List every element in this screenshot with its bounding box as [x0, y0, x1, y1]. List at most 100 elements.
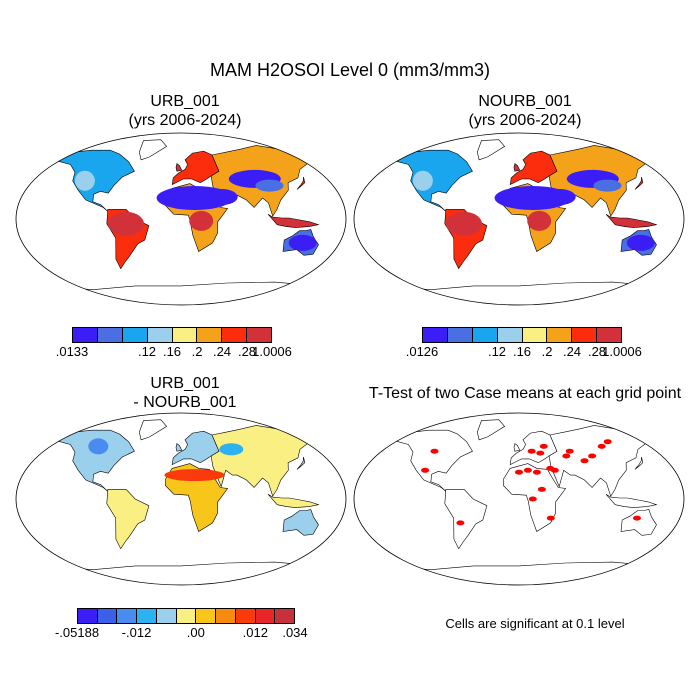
- land-au: [282, 509, 319, 536]
- land-eu: [171, 150, 220, 186]
- land-sa: [106, 489, 150, 550]
- land-uk: [513, 443, 521, 452]
- na-west-region: [74, 170, 95, 191]
- colorbar-urb-swatches: [72, 327, 272, 343]
- land-an: [43, 281, 319, 305]
- colorbar-swatch: [176, 609, 197, 623]
- congo-wet-region: [527, 210, 552, 231]
- land-as: [548, 425, 651, 497]
- gobi-dry-region: [255, 179, 284, 192]
- colorbar-nourb-swatches: [422, 327, 622, 343]
- land-uk: [175, 443, 183, 452]
- colorbar-tick-label: 1.0006: [602, 344, 642, 359]
- significant-cell: [430, 448, 439, 454]
- colorbar-swatch: [97, 328, 123, 342]
- significant-cell: [603, 439, 612, 445]
- significant-cell: [597, 443, 606, 449]
- map-border: [15, 132, 347, 306]
- colorbar-tick-label: .28: [587, 344, 607, 359]
- colorbar-swatch: [122, 328, 148, 342]
- colorbar-urb-labels: .0133 .12 .16 .2 .24 .28 1.0006: [56, 343, 292, 359]
- land-jp: [296, 456, 306, 470]
- colorbar-tick-label: .24: [212, 344, 232, 359]
- significant-cell: [528, 496, 537, 502]
- panel-title-ttest: T-Test of two Case means at each grid po…: [350, 384, 700, 403]
- land-id: [267, 493, 320, 508]
- map-svg: [353, 412, 685, 586]
- map-border: [353, 132, 685, 306]
- colorbar-swatch: [472, 328, 498, 342]
- colorbar-swatch: [196, 609, 217, 623]
- colorbar-swatch: [497, 328, 523, 342]
- land-an: [381, 561, 657, 585]
- land-gr: [138, 139, 168, 161]
- land-au: [620, 509, 657, 536]
- colorbar-swatch: [222, 328, 248, 342]
- panel-title-urb-line1: URB_001: [150, 93, 220, 110]
- panel-title-urb: URB_001 (yrs 2006-2024): [50, 92, 320, 130]
- gobi-dry-region: [593, 179, 622, 192]
- colorbar-swatch: [235, 609, 256, 623]
- land-eu: [509, 150, 558, 186]
- colorbar-swatch: [275, 609, 295, 623]
- significant-cell: [537, 486, 546, 492]
- colorbar-tick-label: .12: [137, 344, 157, 359]
- colorbar-swatch: [597, 328, 621, 342]
- land-uk: [175, 163, 183, 172]
- arabia-dry-region: [205, 189, 238, 205]
- figure-title: MAM H2OSOI Level 0 (mm3/mm3): [209, 60, 491, 80]
- land-gr: [476, 139, 506, 161]
- land-id: [605, 213, 658, 228]
- colorbar-swatch: [522, 328, 548, 342]
- colorbar-swatch: [255, 609, 276, 623]
- colorbar-swatch: [156, 609, 177, 623]
- colorbar-tick-label: .012: [242, 625, 268, 640]
- land-na: [48, 429, 135, 492]
- land-jp: [296, 176, 306, 190]
- colorbar-swatch: [247, 328, 271, 342]
- panel-title-nourb: NOURB_001 (yrs 2006-2024): [390, 92, 660, 130]
- land-af: [165, 463, 229, 532]
- colorbar-swatch: [423, 328, 448, 342]
- significant-cell: [421, 467, 430, 473]
- significant-cell: [562, 453, 571, 459]
- land-eu: [171, 430, 220, 466]
- land-na: [386, 429, 473, 492]
- significant-cell: [546, 515, 555, 521]
- colorbar-tick-label: .00: [186, 625, 205, 640]
- colorbar-swatch: [97, 609, 118, 623]
- colorbar-tick-label: 1.0006: [252, 344, 292, 359]
- land-gr: [476, 419, 506, 441]
- significant-cell: [515, 469, 523, 475]
- colorbar-tick-label: .0133: [55, 344, 89, 359]
- colorbar-swatch: [447, 328, 473, 342]
- map-border: [353, 412, 685, 586]
- colorbar-swatch: [197, 328, 223, 342]
- colorbar-diff: -.05188 -.012 .00 .012 .034: [55, 608, 308, 640]
- colorbar-swatch: [172, 328, 198, 342]
- significant-cell: [550, 467, 559, 473]
- colorbar-tick-label: .034: [282, 625, 308, 640]
- colorbar-swatch: [137, 609, 157, 623]
- colorbar-diff-labels: -.05188 -.012 .00 .012 .034: [55, 624, 308, 640]
- colorbar-tick-label: -.05188: [54, 625, 100, 640]
- australia-interior: [288, 234, 317, 251]
- australia-interior: [626, 234, 655, 251]
- significant-cell: [588, 453, 597, 459]
- sahara-diff-region: [164, 469, 225, 482]
- map-svg: [353, 132, 685, 306]
- land-eu: [509, 430, 558, 466]
- significant-cell: [523, 467, 532, 473]
- land-sa: [444, 489, 488, 550]
- land-gr: [138, 419, 168, 441]
- colorbar-diff-swatches: [77, 608, 295, 624]
- colorbar-tick-label: .12: [487, 344, 507, 359]
- land-id: [605, 493, 658, 508]
- significant-cell: [456, 520, 465, 526]
- land-an: [43, 561, 319, 585]
- congo-wet-region: [189, 210, 214, 231]
- colorbar-swatch: [147, 328, 173, 342]
- colorbar-nourb: .0126 .12 .16 .2 .24 .28 1.0006: [406, 327, 642, 359]
- colorbar-tick-label: .2: [191, 344, 203, 359]
- map-diff: [14, 411, 348, 587]
